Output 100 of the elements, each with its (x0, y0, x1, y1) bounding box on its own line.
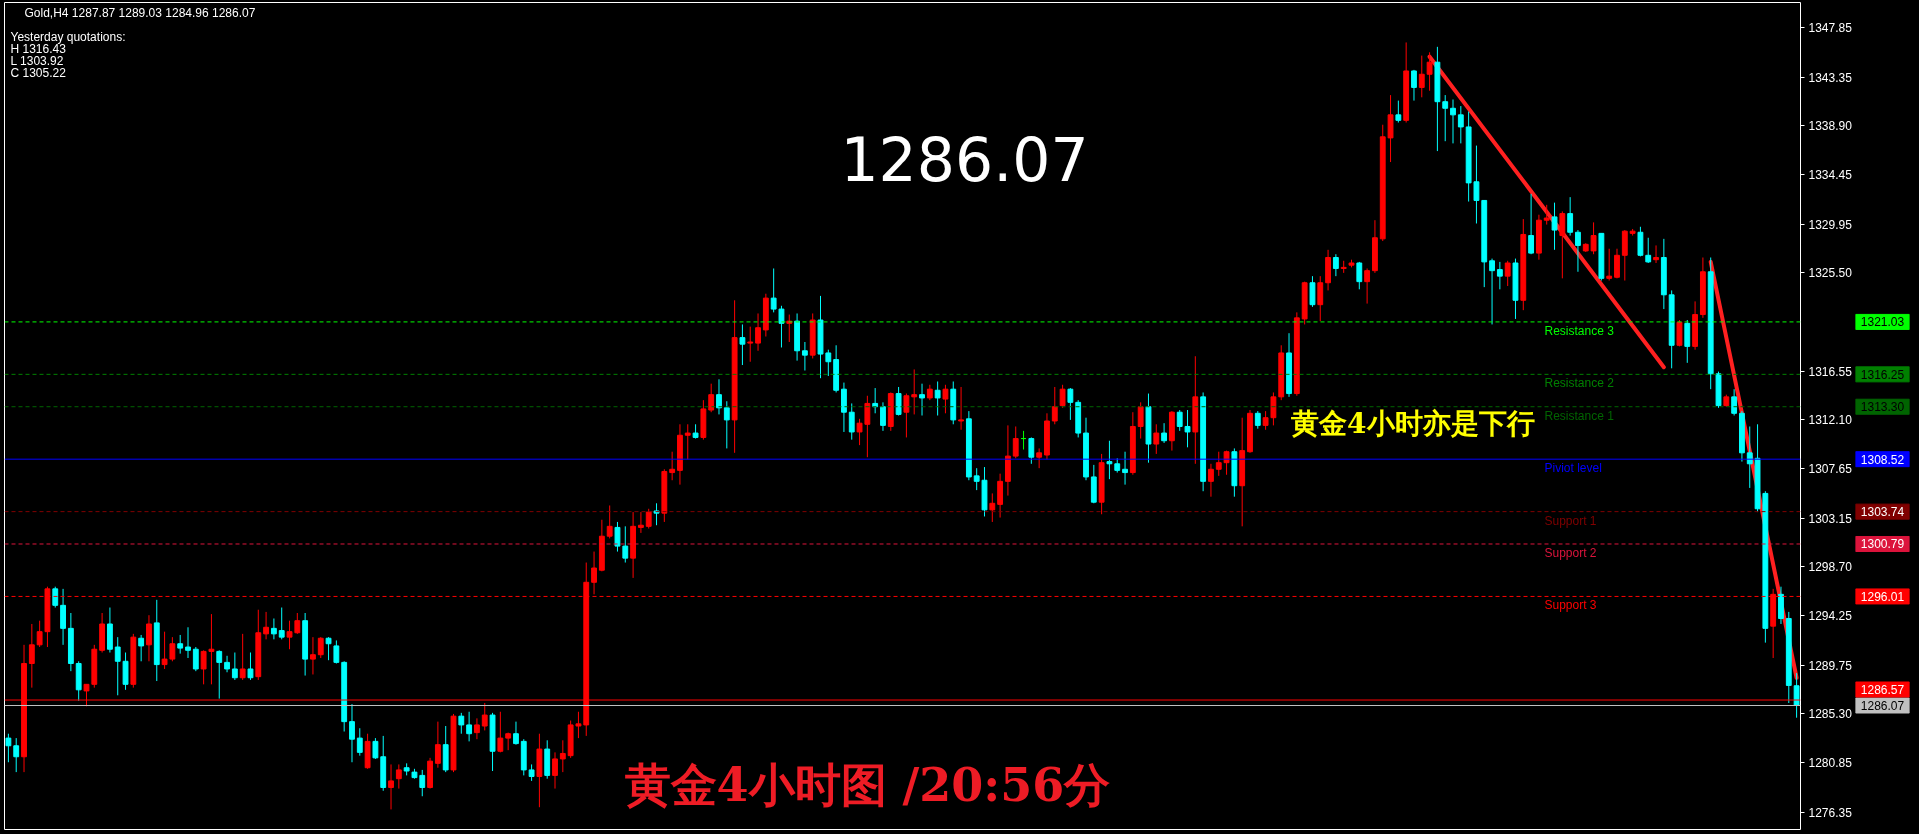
ref-line-label: Resistance 3 (1544, 323, 1615, 338)
candlestick (1317, 275, 1324, 322)
y-tick-label: 1325.50 (1808, 266, 1853, 281)
candlestick (684, 423, 691, 460)
candlestick (1356, 261, 1363, 290)
candlestick (278, 607, 285, 640)
y-tick-label: 1289.75 (1808, 658, 1853, 673)
candlestick (1426, 51, 1433, 92)
candlestick (1614, 248, 1620, 279)
candlestick (723, 400, 730, 449)
candlestick (1161, 422, 1168, 444)
candlestick (1418, 55, 1425, 98)
candlestick (708, 383, 715, 413)
y-tick-label: 1312.10 (1808, 413, 1853, 428)
candlestick (5, 733, 12, 763)
candlestick (310, 636, 316, 675)
candlestick (395, 763, 402, 790)
candlestick (645, 508, 652, 530)
candlestick (1606, 248, 1613, 282)
candlestick (325, 636, 332, 661)
candlestick (263, 611, 270, 640)
y-tick-label: 1294.25 (1808, 609, 1853, 624)
candlestick (1122, 451, 1128, 486)
candlestick (1028, 436, 1035, 465)
candlestick (434, 721, 441, 769)
candlestick (1496, 261, 1503, 290)
candlestick (622, 525, 629, 564)
candlestick (1153, 423, 1160, 455)
candlestick (317, 636, 324, 659)
candlestick (989, 492, 996, 523)
candlestick (458, 712, 465, 735)
candlestick (1504, 260, 1511, 287)
candlestick (1567, 196, 1574, 237)
candlestick (466, 711, 473, 742)
candlestick (770, 267, 777, 313)
candlestick (903, 393, 910, 438)
candlestick (1489, 258, 1495, 325)
candlestick (1653, 244, 1659, 264)
y-tick-label: 1307.65 (1808, 462, 1853, 477)
candlestick (161, 631, 168, 670)
candlestick (1645, 237, 1652, 264)
candlestick (216, 649, 223, 700)
annotation: L 1303.92 (10, 53, 64, 68)
candlestick (1332, 253, 1339, 277)
y-tick-label: 1329.95 (1808, 217, 1853, 232)
annotation: 1286.07 (840, 125, 1089, 195)
candlestick (224, 655, 230, 673)
candlestick (1137, 401, 1144, 440)
candlestick (1575, 229, 1581, 273)
candlestick (841, 382, 847, 433)
text: 1286.57 (1860, 683, 1905, 698)
candlestick (60, 588, 66, 646)
text: 1313.30 (1860, 400, 1905, 415)
candlestick (52, 586, 59, 609)
candlestick (513, 721, 519, 746)
candlestick (669, 451, 676, 481)
candlestick (270, 618, 277, 640)
candlestick (146, 614, 152, 662)
candlestick (192, 646, 199, 672)
candlestick (169, 636, 176, 662)
candlestick (848, 402, 855, 441)
annotation: Yesterday quotations: (10, 29, 126, 44)
candlestick (481, 702, 488, 731)
candlestick (474, 717, 480, 740)
candlestick (591, 551, 597, 595)
y-tick-label: 1338.90 (1808, 119, 1853, 134)
text: 1321.03 (1860, 315, 1905, 330)
y-tick-label: 1285.30 (1808, 707, 1853, 722)
candlestick (349, 703, 355, 763)
annotation: 黄金4小时图 /20:56分 (624, 757, 1111, 812)
candlestick (1309, 275, 1316, 308)
text: 1316.25 (1860, 367, 1905, 382)
candlestick (1208, 463, 1214, 498)
candlestick (138, 634, 145, 662)
candlestick (1684, 319, 1691, 364)
candlestick (1036, 447, 1043, 469)
y-tick-label: 1276.35 (1808, 805, 1853, 820)
candlestick (747, 326, 754, 363)
chart-title: Gold,H4 1287.87 1289.03 1284.96 1286.07 (24, 5, 256, 20)
ref-line-label: Support 2 (1544, 545, 1597, 560)
candlestick (1457, 105, 1464, 144)
candlestick (653, 502, 660, 526)
candlestick (231, 652, 238, 681)
candlestick (1411, 69, 1417, 102)
candlestick (388, 763, 394, 810)
candlestick (637, 511, 644, 534)
ref-line-label: Resistance 1 (1544, 408, 1615, 423)
candlestick (1262, 410, 1269, 431)
y-tick-label: 1303.15 (1808, 511, 1853, 526)
candlestick (755, 312, 761, 352)
candlestick (1442, 94, 1449, 142)
candlestick (801, 341, 808, 372)
candlestick (1364, 267, 1371, 305)
candlestick (1551, 202, 1558, 251)
text: 1296.01 (1860, 589, 1905, 604)
candlestick (1528, 193, 1535, 255)
candlestick (716, 378, 722, 415)
candlestick (1270, 391, 1277, 426)
candlestick (895, 386, 902, 417)
candlestick (185, 626, 191, 659)
